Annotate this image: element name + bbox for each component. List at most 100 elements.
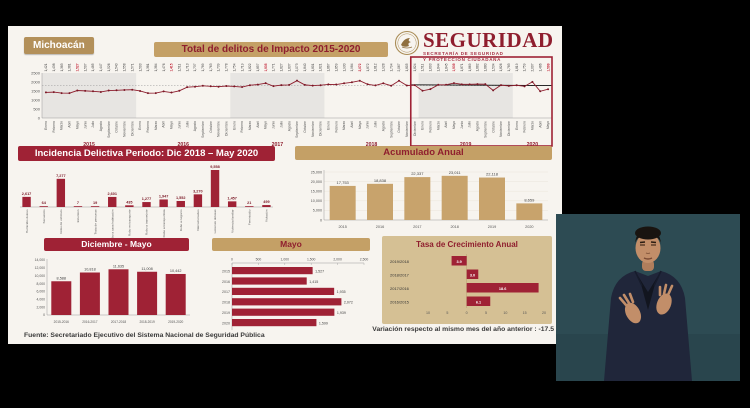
- svg-text:Octubre: Octubre: [209, 121, 213, 133]
- svg-text:Junio: Junio: [366, 121, 370, 129]
- svg-text:Julio: Julio: [91, 121, 95, 128]
- svg-text:1,526: 1,526: [107, 63, 111, 71]
- presentation-slide: Michoacán Total de delitos de Impacto 20…: [8, 26, 562, 344]
- svg-text:2015: 2015: [338, 225, 346, 229]
- svg-text:1,801: 1,801: [311, 63, 315, 71]
- svg-text:0: 0: [231, 258, 233, 262]
- svg-text:1,778: 1,778: [225, 63, 229, 71]
- svg-text:1,603: 1,603: [429, 63, 433, 71]
- svg-text:0: 0: [466, 311, 468, 315]
- svg-text:1,485: 1,485: [91, 63, 95, 71]
- svg-text:Narcomenudeo: Narcomenudeo: [196, 209, 200, 230]
- svg-text:Abril: Abril: [162, 121, 166, 128]
- svg-text:500: 500: [256, 258, 262, 262]
- svg-text:Robo a negocio: Robo a negocio: [179, 209, 183, 231]
- svg-text:1,824: 1,824: [413, 63, 417, 71]
- svg-text:2,073: 2,073: [295, 63, 299, 71]
- svg-text:Septiembre: Septiembre: [201, 121, 205, 138]
- svg-text:Abril: Abril: [538, 121, 542, 128]
- svg-text:2016-2017: 2016-2017: [82, 320, 97, 324]
- svg-text:1,486: 1,486: [538, 63, 542, 71]
- svg-text:15: 15: [523, 311, 527, 315]
- svg-text:Agosto: Agosto: [287, 121, 291, 131]
- svg-text:8,000: 8,000: [37, 282, 46, 286]
- svg-text:1,947: 1,947: [159, 194, 169, 198]
- svg-text:1,759: 1,759: [523, 63, 527, 71]
- svg-text:1,845: 1,845: [444, 63, 448, 71]
- svg-text:2,617: 2,617: [22, 192, 32, 196]
- svg-text:Enero: Enero: [232, 121, 236, 130]
- svg-text:1,719: 1,719: [240, 63, 244, 71]
- svg-text:2500: 2500: [31, 70, 41, 75]
- svg-text:1,571: 1,571: [130, 63, 134, 71]
- svg-text:1,511: 1,511: [178, 64, 182, 72]
- svg-text:2018: 2018: [222, 301, 230, 305]
- svg-text:1,558: 1,558: [123, 63, 127, 71]
- svg-text:2015-2016: 2015-2016: [54, 320, 69, 324]
- svg-text:2018-2019: 2018-2019: [139, 320, 154, 324]
- svg-text:Marzo: Marzo: [530, 121, 534, 130]
- svg-text:Lesiones dolosas: Lesiones dolosas: [213, 209, 217, 233]
- svg-text:2,007: 2,007: [531, 63, 535, 71]
- svg-text:1,599: 1,599: [319, 321, 328, 325]
- svg-text:Robo a transeúnte: Robo a transeúnte: [145, 209, 149, 235]
- svg-text:Diciembre: Diciembre: [413, 121, 417, 136]
- svg-text:Marzo: Marzo: [248, 121, 252, 130]
- svg-text:2016/2015: 2016/2015: [390, 300, 410, 305]
- svg-text:2,000: 2,000: [333, 258, 342, 262]
- svg-text:500: 500: [33, 106, 40, 111]
- svg-text:2,072: 2,072: [358, 63, 362, 71]
- svg-text:15,000: 15,000: [311, 190, 322, 194]
- svg-text:10,000: 10,000: [311, 199, 322, 203]
- mayo-hbar-chart: 0 500 1,000 1,500 2,000 2,500 2015 1,527 2016 1,4…: [212, 253, 372, 338]
- svg-text:Noviembre: Noviembre: [122, 121, 126, 137]
- diciembre-mayo-bar-chart: 0 2,000 4,000 6,000 8,000 10,000 12,000 14,000 8…: [20, 253, 192, 338]
- svg-text:Abril: Abril: [68, 121, 72, 128]
- svg-text:10,000: 10,000: [35, 274, 45, 278]
- svg-text:Enero: Enero: [44, 121, 48, 130]
- svg-text:64: 64: [42, 201, 47, 205]
- svg-text:0: 0: [320, 218, 322, 222]
- svg-text:Agosto: Agosto: [193, 121, 197, 131]
- svg-text:Enero: Enero: [515, 121, 519, 130]
- svg-text:3,270: 3,270: [193, 189, 203, 193]
- svg-text:5: 5: [485, 311, 487, 315]
- svg-text:1,771: 1,771: [272, 63, 276, 71]
- svg-text:4,000: 4,000: [37, 297, 46, 301]
- svg-text:1,527: 1,527: [76, 63, 80, 71]
- svg-text:1,527: 1,527: [315, 269, 324, 273]
- svg-text:Agosto: Agosto: [476, 121, 480, 131]
- svg-text:2015: 2015: [222, 269, 230, 273]
- svg-text:1,763: 1,763: [209, 63, 213, 71]
- svg-text:1,511: 1,511: [421, 64, 425, 72]
- svg-text:19: 19: [93, 201, 97, 205]
- svg-text:1,415: 1,415: [309, 280, 318, 284]
- svg-text:Diciembre: Diciembre: [507, 121, 511, 136]
- svg-text:1000: 1000: [31, 97, 41, 102]
- svg-text:1,939: 1,939: [337, 311, 346, 315]
- svg-text:1,871: 1,871: [460, 63, 464, 71]
- seguridad-logo: SEGURIDAD SECRETARÍA DE SEGURIDAD Y PROT…: [394, 30, 558, 62]
- svg-text:2017: 2017: [272, 142, 284, 148]
- svg-text:12,000: 12,000: [35, 266, 45, 270]
- svg-text:20,000: 20,000: [311, 180, 322, 184]
- svg-text:435: 435: [126, 200, 132, 204]
- svg-text:1,739: 1,739: [217, 63, 221, 71]
- svg-text:Junio: Junio: [83, 121, 87, 129]
- svg-text:11,008: 11,008: [141, 267, 152, 271]
- svg-text:1,930: 1,930: [342, 63, 346, 71]
- svg-text:Robo a transportista: Robo a transportista: [162, 209, 166, 237]
- svg-text:Junio: Junio: [177, 121, 181, 129]
- tasa-crecimiento-title: Tasa de Crecimiento Anual: [416, 240, 518, 249]
- svg-text:1,826: 1,826: [499, 63, 503, 71]
- svg-text:Mayo: Mayo: [358, 121, 362, 129]
- svg-text:Noviembre: Noviembre: [499, 121, 503, 137]
- svg-text:Feminicidio: Feminicidio: [248, 209, 252, 225]
- svg-text:Junio: Junio: [460, 121, 464, 129]
- svg-text:Marzo: Marzo: [60, 121, 64, 130]
- svg-text:1,381: 1,381: [146, 63, 150, 71]
- svg-text:2016: 2016: [177, 142, 189, 148]
- svg-text:10,442: 10,442: [170, 269, 182, 273]
- svg-text:2019/2018: 2019/2018: [390, 259, 410, 264]
- svg-text:Homicidio doloso: Homicidio doloso: [25, 209, 29, 233]
